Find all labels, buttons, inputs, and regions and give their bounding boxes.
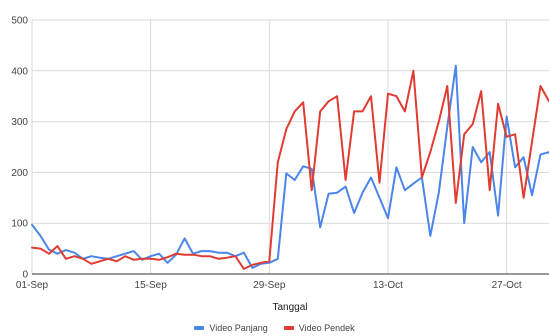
legend-label-series-1: Video Panjang xyxy=(209,323,268,333)
y-tick-label: 0 xyxy=(22,270,28,281)
y-tick-label: 200 xyxy=(11,168,28,179)
x-tick-label: 27-Oct xyxy=(492,280,522,291)
legend-label-series-2: Video Pendek xyxy=(298,323,355,333)
legend-item-series-1[interactable]: Video Panjang xyxy=(194,323,268,333)
y-tick-label: 100 xyxy=(11,219,28,230)
y-axis-ticks: 0 100 200 300 400 500 xyxy=(11,16,28,281)
x-tick-label: 15-Sep xyxy=(135,280,168,291)
series-lines xyxy=(31,64,549,270)
x-axis-title: Tanggal xyxy=(272,302,307,313)
x-tick-label: 13-Oct xyxy=(373,280,403,291)
legend-item-series-2[interactable]: Video Pendek xyxy=(283,323,355,333)
series-line-2 xyxy=(31,69,549,270)
legend: Video Panjang Video Pendek xyxy=(0,321,549,335)
x-tick-label: 29-Sep xyxy=(253,280,286,291)
grid-lines xyxy=(31,19,549,275)
y-tick-label: 500 xyxy=(11,16,28,27)
series-line-1 xyxy=(31,64,549,269)
legend-swatch-series-2 xyxy=(283,326,294,330)
x-tick-label: 01-Sep xyxy=(16,280,49,291)
y-tick-label: 400 xyxy=(11,66,28,77)
x-axis-ticks: 01-Sep 15-Sep 29-Sep 13-Oct 27-Oct xyxy=(16,280,522,291)
legend-swatch-series-1 xyxy=(194,326,205,330)
y-tick-label: 300 xyxy=(11,117,28,128)
